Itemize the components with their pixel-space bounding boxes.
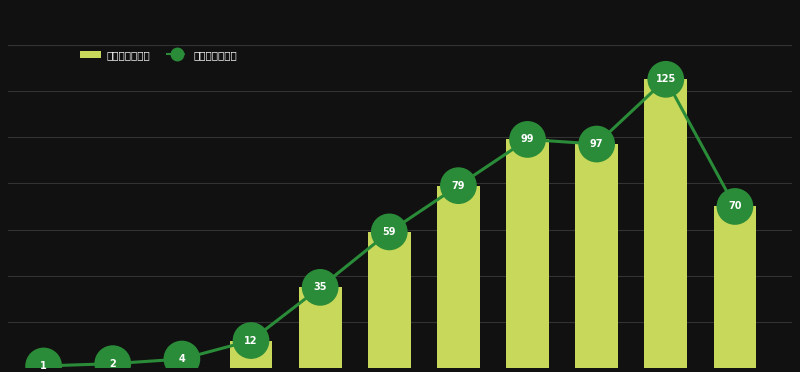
Bar	[714, 206, 756, 368]
Point	[729, 203, 742, 209]
Bar	[298, 287, 342, 368]
Point	[659, 76, 672, 82]
Legend: 発行額（億円）, 発行件数（件）: 発行額（億円）, 発行件数（件）	[80, 50, 237, 60]
Point	[38, 363, 50, 369]
Point	[106, 361, 119, 367]
Point	[452, 183, 465, 189]
Text: 59: 59	[382, 227, 396, 237]
Text: 1: 1	[40, 361, 47, 371]
Bar	[230, 340, 273, 368]
Text: 99: 99	[521, 134, 534, 144]
Text: 79: 79	[452, 181, 465, 191]
Text: 35: 35	[314, 282, 327, 292]
Text: 2: 2	[110, 359, 116, 369]
Text: 4: 4	[178, 354, 186, 364]
Point	[590, 141, 603, 147]
Bar	[506, 140, 549, 368]
Text: 12: 12	[244, 336, 258, 346]
Point	[175, 356, 188, 362]
Point	[521, 137, 534, 142]
Bar	[368, 232, 410, 368]
Text: 97: 97	[590, 139, 603, 149]
Bar	[644, 79, 687, 368]
Text: 70: 70	[728, 202, 742, 211]
Point	[245, 337, 258, 343]
Bar	[575, 144, 618, 368]
Point	[314, 284, 326, 290]
Point	[383, 229, 396, 235]
Text: 125: 125	[656, 74, 676, 84]
Bar	[437, 186, 480, 368]
